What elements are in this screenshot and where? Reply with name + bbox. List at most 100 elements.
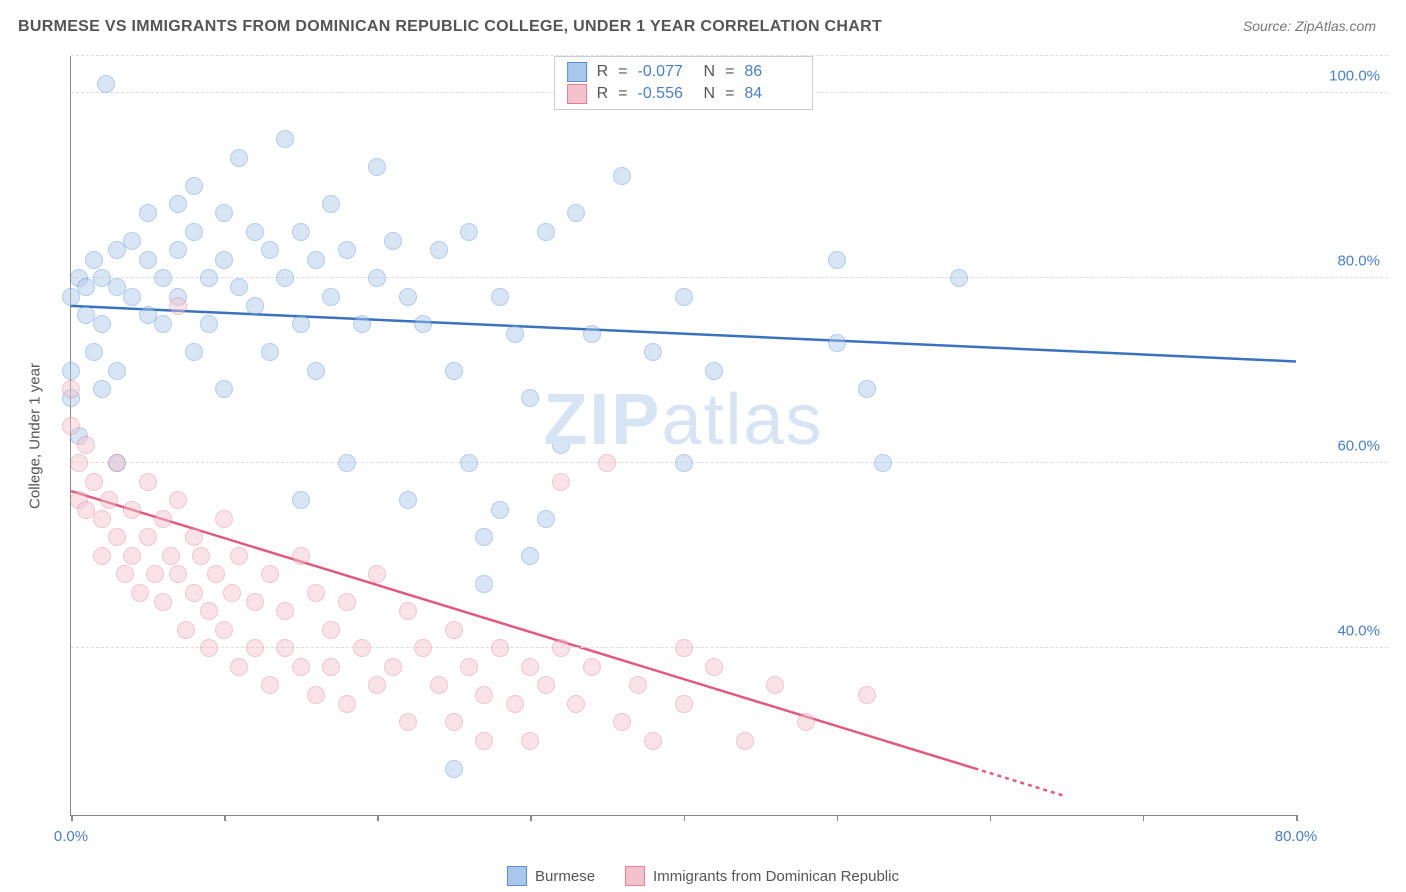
scatter-point-burmese (460, 454, 478, 472)
scatter-point-burmese (246, 223, 264, 241)
scatter-point-burmese (276, 269, 294, 287)
scatter-point-dominican (169, 491, 187, 509)
scatter-point-dominican (414, 639, 432, 657)
scatter-point-burmese (858, 380, 876, 398)
scatter-point-dominican (139, 528, 157, 546)
scatter-point-burmese (230, 278, 248, 296)
x-tick-label: 0.0% (54, 828, 88, 845)
scatter-point-dominican (200, 639, 218, 657)
scatter-point-dominican (62, 417, 80, 435)
x-tick (1143, 815, 1145, 821)
plot-area: ZIPatlas R = -0.077 N = 86 R = -0.556 N … (70, 56, 1296, 816)
scatter-point-dominican (261, 676, 279, 694)
scatter-point-burmese (200, 269, 218, 287)
scatter-point-burmese (705, 362, 723, 380)
scatter-point-burmese (246, 297, 264, 315)
scatter-point-dominican (399, 602, 417, 620)
scatter-point-dominican (146, 565, 164, 583)
scatter-point-burmese (828, 251, 846, 269)
y-tick-label: 60.0% (1337, 438, 1380, 455)
x-tick (377, 815, 379, 821)
scatter-point-dominican (368, 565, 386, 583)
gridline (71, 277, 1388, 278)
scatter-point-burmese (139, 251, 157, 269)
scatter-point-dominican (307, 584, 325, 602)
scatter-point-dominican (70, 454, 88, 472)
scatter-point-dominican (766, 676, 784, 694)
scatter-point-dominican (108, 528, 126, 546)
scatter-point-dominican (338, 695, 356, 713)
scatter-point-burmese (261, 343, 279, 361)
chart-title: BURMESE VS IMMIGRANTS FROM DOMINICAN REP… (18, 18, 882, 36)
scatter-point-dominican (276, 602, 294, 620)
scatter-point-burmese (322, 288, 340, 306)
scatter-point-dominican (797, 713, 815, 731)
scatter-point-burmese (93, 315, 111, 333)
scatter-point-burmese (475, 575, 493, 593)
scatter-point-burmese (445, 362, 463, 380)
scatter-point-burmese (675, 454, 693, 472)
scatter-point-dominican (177, 621, 195, 639)
scatter-point-dominican (322, 658, 340, 676)
scatter-point-burmese (215, 204, 233, 222)
scatter-point-dominican (93, 510, 111, 528)
scatter-point-burmese (215, 380, 233, 398)
x-tick (837, 815, 839, 821)
scatter-point-burmese (583, 325, 601, 343)
scatter-point-burmese (353, 315, 371, 333)
scatter-point-dominican (154, 510, 172, 528)
scatter-point-burmese (460, 223, 478, 241)
scatter-point-dominican (521, 658, 539, 676)
scatter-point-dominican (200, 602, 218, 620)
scatter-point-dominican (230, 658, 248, 676)
scatter-point-burmese (950, 269, 968, 287)
legend-item-burmese: Burmese (507, 866, 595, 886)
scatter-point-dominican (62, 380, 80, 398)
scatter-point-burmese (552, 436, 570, 454)
scatter-point-dominican (185, 584, 203, 602)
chart-container: ZIPatlas R = -0.077 N = 86 R = -0.556 N … (48, 56, 1388, 850)
scatter-point-dominican (552, 639, 570, 657)
scatter-point-dominican (169, 297, 187, 315)
scatter-point-dominican (223, 584, 241, 602)
scatter-point-burmese (491, 288, 509, 306)
scatter-point-burmese (537, 223, 555, 241)
scatter-point-dominican (613, 713, 631, 731)
scatter-point-dominican (629, 676, 647, 694)
legend-bottom: Burmese Immigrants from Dominican Republ… (507, 866, 899, 886)
scatter-point-dominican (583, 658, 601, 676)
scatter-point-dominican (307, 686, 325, 704)
stats-legend-box: R = -0.077 N = 86 R = -0.556 N = 84 (554, 56, 814, 110)
scatter-point-burmese (123, 288, 141, 306)
scatter-point-dominican (246, 593, 264, 611)
scatter-point-dominican (858, 686, 876, 704)
scatter-point-dominican (93, 547, 111, 565)
scatter-point-burmese (292, 491, 310, 509)
scatter-point-burmese (675, 288, 693, 306)
scatter-point-burmese (475, 528, 493, 546)
scatter-point-dominican (506, 695, 524, 713)
scatter-point-dominican (123, 501, 141, 519)
scatter-point-burmese (85, 251, 103, 269)
legend-label-dominican: Immigrants from Dominican Republic (653, 868, 899, 885)
scatter-point-burmese (874, 454, 892, 472)
scatter-point-dominican (675, 639, 693, 657)
regression-line-dominican (71, 491, 974, 768)
scatter-point-dominican (261, 565, 279, 583)
scatter-point-burmese (828, 334, 846, 352)
scatter-point-dominican (338, 593, 356, 611)
stats-r-value-burmese: -0.077 (638, 63, 694, 81)
scatter-point-burmese (185, 343, 203, 361)
scatter-point-burmese (261, 241, 279, 259)
scatter-point-burmese (85, 343, 103, 361)
scatter-point-dominican (292, 547, 310, 565)
scatter-point-dominican (552, 473, 570, 491)
scatter-point-dominican (736, 732, 754, 750)
scatter-point-dominican (353, 639, 371, 657)
scatter-point-dominican (185, 528, 203, 546)
x-tick (71, 815, 73, 821)
y-tick-label: 100.0% (1329, 68, 1380, 85)
scatter-point-dominican (491, 639, 509, 657)
source-attribution: Source: ZipAtlas.com (1243, 18, 1376, 34)
stats-r-value-dominican: -0.556 (638, 85, 694, 103)
